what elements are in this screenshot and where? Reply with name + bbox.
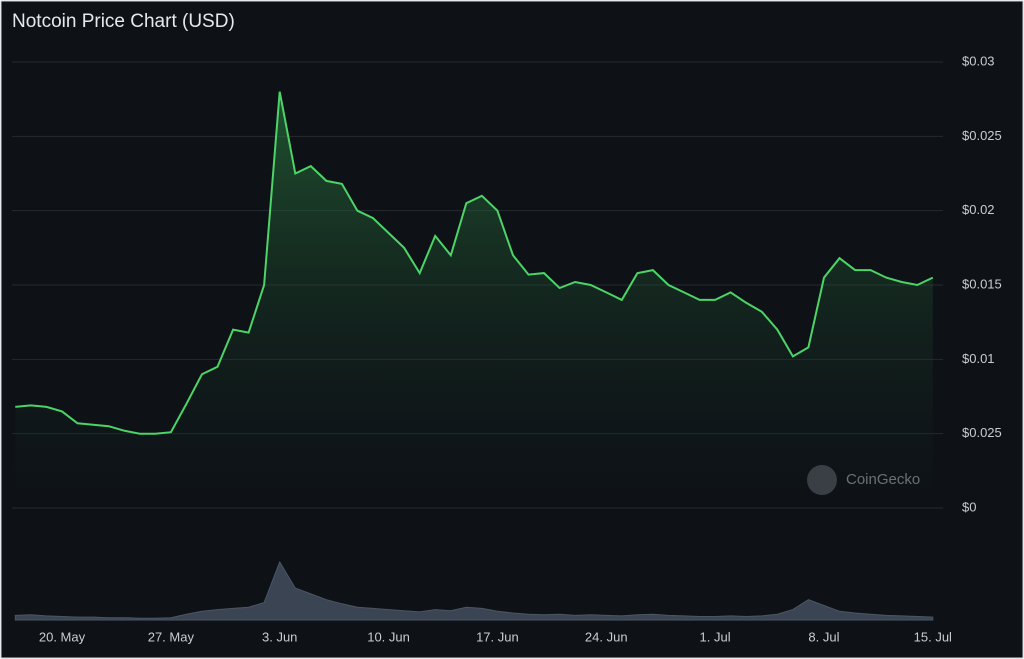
y-tick-label: $0.03: [962, 53, 995, 68]
y-tick-label: $0.025: [962, 128, 1002, 143]
x-tick-label: 20. May: [39, 629, 86, 644]
chart-title: Notcoin Price Chart (USD): [12, 11, 235, 32]
watermark: CoinGecko: [846, 471, 920, 488]
price-line: [15, 91, 934, 435]
x-tick-label: 17. Jun: [476, 629, 519, 644]
price-area: [15, 91, 933, 508]
y-tick-label: $0.01: [962, 351, 995, 366]
volume-area: [14, 560, 934, 621]
y-tick-label: $0.025: [962, 425, 1002, 440]
x-tick-label: 8. Jul: [808, 629, 839, 644]
x-tick-label: 3. Jun: [262, 629, 297, 644]
x-tick-label: 10. Jun: [367, 629, 410, 644]
y-tick-label: $0.02: [962, 202, 995, 217]
watermark-logo: [807, 465, 837, 495]
x-tick-label: 27. May: [148, 629, 195, 644]
x-tick-label: 24. Jun: [585, 629, 628, 644]
y-tick-label: $0: [962, 499, 976, 514]
x-tick-label: 1. Jul: [700, 629, 731, 644]
y-tick-label: $0.015: [962, 276, 1002, 291]
x-tick-label: 15. Jul: [914, 629, 952, 644]
